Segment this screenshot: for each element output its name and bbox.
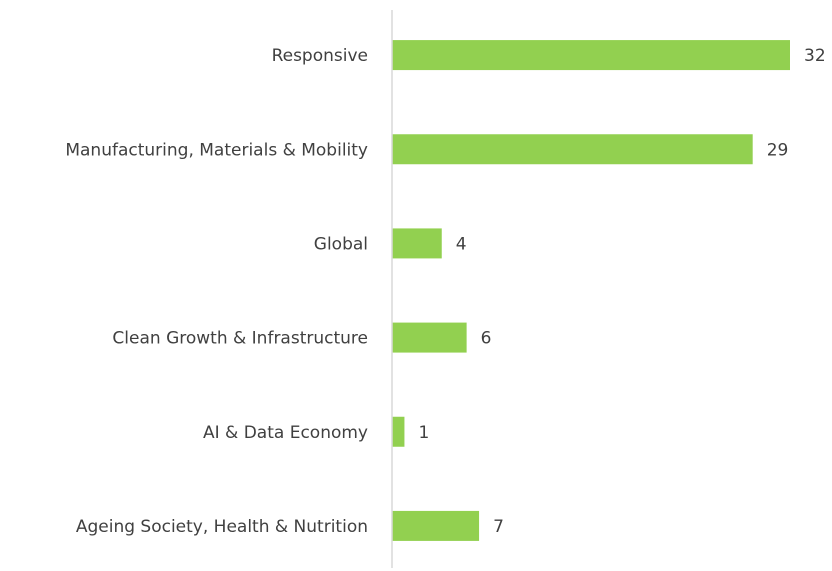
bar xyxy=(392,228,442,259)
category-label: Clean Growth & Infrastructure xyxy=(112,329,368,349)
category-label: Ageing Society, Health & Nutrition xyxy=(76,517,368,537)
bar xyxy=(392,322,467,353)
data-label: 1 xyxy=(418,423,429,443)
data-label: 29 xyxy=(767,140,789,160)
bar xyxy=(392,134,753,165)
data-label: 6 xyxy=(481,329,492,349)
category-label: Responsive xyxy=(272,46,368,66)
bar xyxy=(392,510,480,541)
data-label: 4 xyxy=(456,234,467,254)
data-label: 32 xyxy=(804,46,826,66)
category-label: Global xyxy=(314,234,368,254)
bar xyxy=(392,416,405,447)
category-label: AI & Data Economy xyxy=(203,423,368,443)
category-label: Manufacturing, Materials & Mobility xyxy=(65,140,368,160)
bar xyxy=(392,40,790,71)
data-label: 7 xyxy=(493,517,504,537)
